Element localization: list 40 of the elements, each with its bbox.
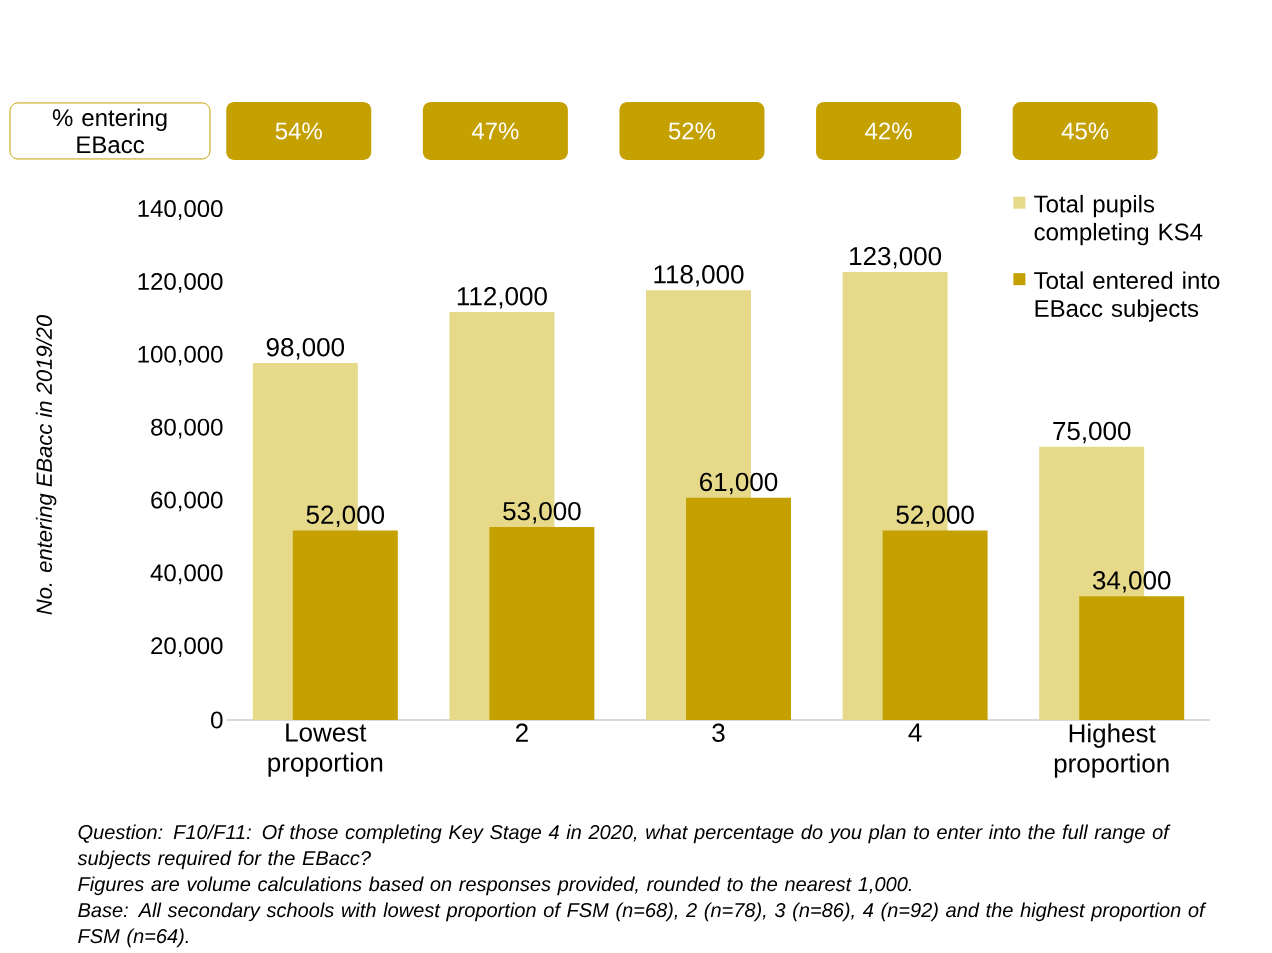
x-tick-label: 2 [515,723,528,742]
data-label: 52,000 [306,505,385,528]
data-label: 34,000 [1092,571,1171,593]
y-tick-label: 80,000 [151,418,223,439]
y-tick-label: 100,000 [138,345,223,366]
x-tick-label: 4 [908,723,922,742]
text: 54% [275,122,322,140]
y-tick-label: 60,000 [151,491,223,512]
y-axis-title: No. entering EBacc in 2019/20 [35,315,57,615]
y-tick-label: 120,000 [138,272,223,293]
text: Figures are volume calculations based on responses provided, rounded to the nearest 1,000. [78,876,911,896]
y-tick-label: 40,000 [150,564,223,585]
bar [292,530,398,720]
bar [686,497,791,720]
y-tick-label: 0 [211,711,223,729]
data-label: 52,000 [896,505,974,528]
data-label: 118,000 [654,265,744,287]
bar [489,526,595,720]
x-tick-label: 3 [712,723,725,742]
data-label: 112,000 [457,286,547,309]
y-tick-label: 20,000 [151,637,223,658]
bar [1079,596,1185,720]
data-label: 61,000 [700,472,778,495]
text: Question: F10/F11: Of those completing Key Stage 4 in 2020, what percentage do you plan to enter into the full range of subjects required for the EBacc? [77,824,1171,870]
x-tick-label: Highest proportion [1054,723,1169,778]
y-tick-label: 140,000 [138,200,223,220]
text: % entering EBacc [52,108,167,154]
data-label: 98,000 [266,337,345,360]
legend-label: Total pupils completing KS4 [1034,194,1203,246]
text: Base: All secondary schools with lowest proportion of FSM (n=68), 2 (n=78), 3 (n=86), 4 (n=92) and the highest proportion of FSM (n=64). [78,902,1207,948]
legend-label: Total entered into EBacc subjects [1034,271,1220,322]
data-label: 75,000 [1053,421,1131,444]
text: 42% [865,122,912,140]
bar [882,530,988,720]
x-tick-label: Lowest proportion [268,723,383,777]
data-label: 53,000 [503,501,581,524]
text: 52% [668,122,716,140]
text: 45% [1061,122,1109,140]
data-label: 123,000 [850,246,942,269]
text: 47% [471,122,519,140]
